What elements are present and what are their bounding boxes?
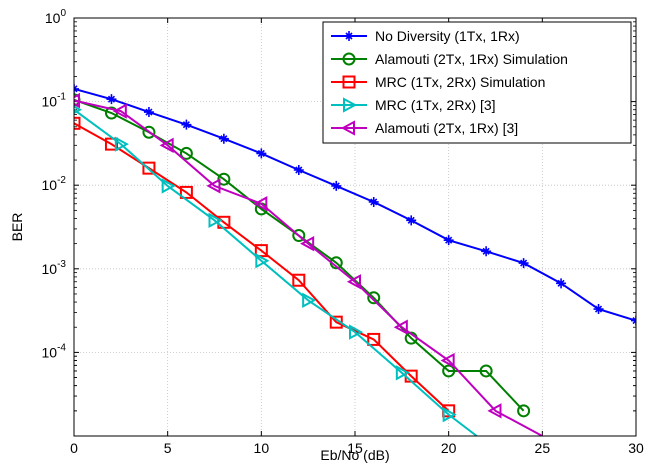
data-point-triangle-left <box>393 319 408 335</box>
x-tick-label: 30 <box>628 440 644 456</box>
data-point-triangle-right <box>349 324 364 340</box>
legend-box <box>322 21 632 144</box>
series-5 <box>74 92 543 436</box>
data-point-star <box>106 94 117 105</box>
y-tick-exponent: -3 <box>57 259 66 270</box>
y-tick-base: 10 <box>45 10 61 26</box>
x-axis-label: Eb/No (dB) <box>320 447 389 463</box>
data-point-square <box>104 137 118 151</box>
legend-label: Alamouti (2Tx, 1Rx) [3] <box>375 120 518 136</box>
y-tick-exponent: -2 <box>57 175 66 186</box>
data-point-circle <box>179 146 193 160</box>
data-point-triangle-left <box>253 196 268 212</box>
y-tick-label: 10-4 <box>42 342 67 360</box>
y-tick-exponent: -4 <box>57 342 66 353</box>
data-point-star <box>218 133 229 144</box>
series-3 <box>74 116 456 418</box>
data-point-star <box>556 278 567 289</box>
data-point-star <box>593 304 604 315</box>
data-point-star <box>181 119 192 130</box>
legend-marker-triangle-left <box>340 120 355 136</box>
y-tick-base: 10 <box>42 344 58 360</box>
data-point-circle <box>292 229 306 243</box>
data-point-square <box>142 161 156 175</box>
legend-item: Alamouti (2Tx, 1Rx) [3] <box>331 120 518 136</box>
data-point-triangle-left <box>300 235 315 252</box>
x-tick-label: 25 <box>535 440 551 456</box>
data-point-triangle-left <box>112 103 127 119</box>
data-point-triangle-left <box>74 92 80 109</box>
data-point-triangle-left <box>487 403 502 419</box>
x-tick-label: 10 <box>254 440 270 456</box>
legend-label: MRC (1Tx, 2Rx) Simulation <box>375 74 545 90</box>
x-tick-label: 5 <box>164 440 172 456</box>
y-tick-base: 10 <box>42 261 58 277</box>
legend-label: MRC (1Tx, 2Rx) [3] <box>375 97 496 113</box>
data-point-square <box>254 244 268 258</box>
data-point-square <box>74 116 81 130</box>
legend-item: MRC (1Tx, 2Rx) Simulation <box>331 74 545 90</box>
data-point-star <box>481 246 492 257</box>
data-point-triangle-right <box>255 253 270 269</box>
data-point-circle <box>479 364 493 378</box>
data-point-circle <box>142 125 156 139</box>
legend-item: No Diversity (1Tx, 1Rx) <box>331 28 520 44</box>
data-point-square <box>179 185 193 199</box>
legend-label: No Diversity (1Tx, 1Rx) <box>375 28 520 44</box>
data-point-triangle-left <box>206 178 221 194</box>
legend-label: Alamouti (2Tx, 1Rx) Simulation <box>375 51 568 67</box>
data-point-star <box>518 258 529 269</box>
legend-marker-star <box>344 31 354 41</box>
data-point-star <box>143 107 154 118</box>
y-tick-exponent: -1 <box>57 92 66 103</box>
series-4 <box>74 105 478 436</box>
series-1 <box>74 83 636 326</box>
legend-marker-circle <box>342 52 356 66</box>
data-point-triangle-right <box>395 365 410 381</box>
data-point-circle <box>442 364 456 378</box>
data-point-star <box>331 180 342 191</box>
plot-frame <box>73 17 637 437</box>
data-point-star <box>406 215 417 226</box>
data-point-triangle-right <box>442 406 457 423</box>
series-group <box>74 83 636 436</box>
x-tick-label: 0 <box>70 440 78 456</box>
y-tick-label: 10-3 <box>42 259 67 277</box>
y-axis-label: BER <box>9 213 25 242</box>
data-point-triangle-right <box>302 292 317 308</box>
legend-marker-square <box>342 75 356 89</box>
data-point-triangle-right <box>161 178 176 194</box>
y-tick-base: 10 <box>42 94 58 110</box>
data-point-star <box>256 148 267 159</box>
data-point-circle <box>367 291 381 305</box>
data-point-star <box>368 196 379 207</box>
legend-marker-triangle-right <box>343 97 358 113</box>
data-point-square <box>292 273 306 287</box>
x-tick-label: 15 <box>347 440 363 456</box>
y-tick-base: 10 <box>42 177 58 193</box>
data-point-star <box>443 235 454 246</box>
x-tick-label: 20 <box>441 440 457 456</box>
series-line <box>74 122 450 412</box>
data-point-triangle-right <box>114 136 129 152</box>
y-tick-label: 10-2 <box>42 175 67 193</box>
legend-item: MRC (1Tx, 2Rx) [3] <box>331 97 496 113</box>
series-line <box>74 87 636 322</box>
y-tick-label: 100 <box>45 8 67 26</box>
data-point-triangle-left <box>159 137 174 153</box>
series-line <box>74 99 543 436</box>
data-point-triangle-left <box>346 274 361 290</box>
y-tick-exponent: 0 <box>60 8 66 19</box>
y-tick-label: 10-1 <box>42 92 67 110</box>
data-point-circle <box>217 172 231 186</box>
series-line <box>74 108 478 436</box>
data-point-triangle-left <box>440 352 455 369</box>
data-point-square <box>367 332 381 346</box>
legend: No Diversity (1Tx, 1Rx) Alamouti (2Tx, 1R… <box>322 21 632 144</box>
data-point-star <box>293 164 304 175</box>
data-point-triangle-right <box>208 212 223 229</box>
legend-item: Alamouti (2Tx, 1Rx) Simulation <box>331 51 568 67</box>
data-point-circle <box>517 404 531 418</box>
